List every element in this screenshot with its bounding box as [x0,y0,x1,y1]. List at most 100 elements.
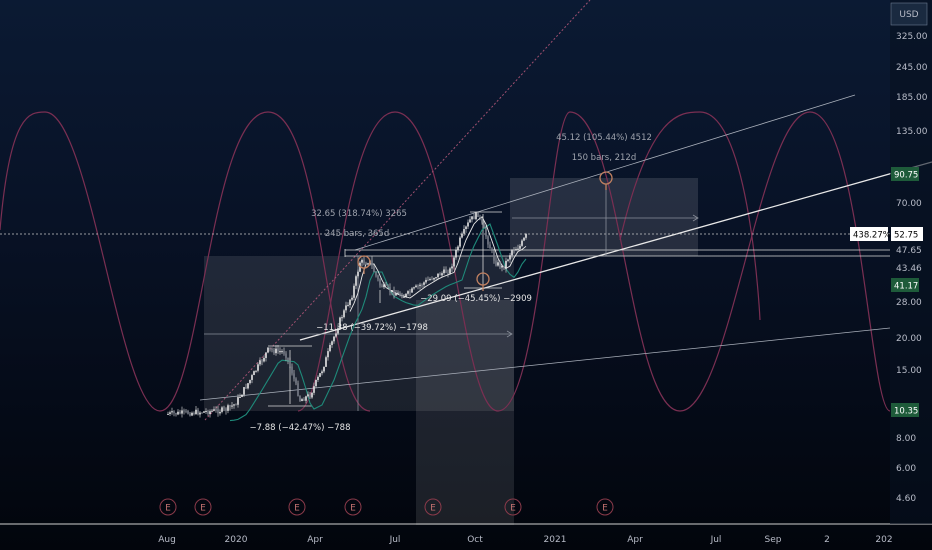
candle-body-52 [271,349,273,351]
candle-body-15 [197,409,199,415]
candle-body-144 [455,250,457,258]
candle-body-89 [345,305,347,311]
candle-body-76 [319,373,321,377]
candle-body-151 [469,219,471,223]
currency-label: USD [899,10,918,20]
sine-wave-1 [159,111,371,412]
candle-body-87 [341,317,343,319]
candle-body-157 [481,217,483,223]
candle-body-33 [233,404,235,406]
y-tick-43-46: 43.46 [896,264,922,274]
candle-body-36 [239,396,241,398]
bulb-marker-1[interactable] [357,255,371,274]
sine-wave-0 [0,111,161,412]
time-axis[interactable]: Aug 2020 Apr Jul Oct 2021 Apr Jul Sep 2 … [158,535,892,545]
candle-body-21 [209,411,211,415]
candle-body-7 [181,410,183,414]
event-marker-1[interactable]: E [159,498,177,516]
annotation-minus-7-88: −7.88 (−42.47%) −788 [250,423,351,433]
candle-body-100 [367,264,369,266]
price-badge-41-17: 41.17 [891,278,919,292]
candle-body-120 [407,291,409,294]
candle-body-118 [403,296,405,298]
candle-body-66 [299,395,301,402]
annotation-minus-11-38: −11.38 (−39.72%) −1798 [316,323,428,333]
candle-body-61 [289,360,291,367]
price-badge-52-75: 52.75 [891,227,923,241]
candle-body-48 [263,357,265,362]
currency-badge[interactable] [890,2,928,26]
candle-body-6 [179,411,181,414]
event-marker-7[interactable]: E [596,498,614,516]
candle-body-105 [377,275,379,280]
candle-body-166 [499,262,501,268]
candle-body-107 [381,285,383,288]
candle-body-51 [269,347,271,350]
y-tick-185: 185.00 [896,93,928,103]
event-marker-2[interactable]: E [194,498,212,516]
candle-body-34 [235,404,237,406]
candle-body-31 [229,405,231,407]
candle-body-160 [487,236,489,245]
candle-body-137 [441,273,443,276]
candle-body-50 [267,347,269,353]
candle-body-174 [515,249,517,251]
event-marker-4[interactable]: E [344,498,362,516]
candle-body-0 [167,413,169,415]
candle-body-3 [173,411,175,414]
event-marker-6[interactable]: E [504,498,522,516]
y-tick-47-65: 47.65 [896,246,922,256]
x-tick-oct: Oct [467,535,483,545]
candle-body-30 [227,405,229,411]
candle-body-108 [383,284,385,288]
lower-trend-line [199,327,891,401]
candle-body-135 [437,273,439,278]
candle-body-25 [217,409,219,414]
svg-text:E: E [430,504,436,514]
candle-body-165 [497,262,499,266]
event-marker-5[interactable]: E [424,498,442,516]
candle-body-13 [193,412,195,415]
price-axis[interactable]: USD 325.00 245.00 185.00 135.00 70.00 47… [890,0,932,524]
candle-body-69 [305,396,307,401]
candle-body-97 [361,259,363,263]
candle-body-16 [199,412,201,415]
price-badge-90-75: 90.75 [891,167,919,181]
candle-body-44 [255,370,257,372]
candle-body-2 [171,411,173,413]
svg-text:E: E [165,504,171,514]
candle-body-131 [429,278,431,280]
candle-body-136 [439,273,441,276]
annotation-245-bars: 245 bars, 365d [325,229,389,239]
candle-body-54 [275,348,277,354]
x-tick-2: 2 [824,535,830,545]
svg-text:438.27%: 438.27% [853,231,891,241]
candle-body-39 [245,387,247,389]
candle-body-132 [431,278,433,280]
candle-body-95 [357,271,359,277]
bulb-marker-2[interactable] [476,272,490,291]
candle-body-161 [489,244,491,249]
candle-body-32 [231,405,233,407]
x-tick-aug: Aug [158,535,176,545]
candle-body-1 [169,412,171,414]
annotation-minus-29-09: −29.09 (−45.45%) −2909 [420,294,532,304]
event-marker-3[interactable]: E [288,498,306,516]
candle-body-49 [265,352,267,358]
candle-body-59 [285,353,287,358]
range-box-3 [416,300,514,525]
bulb-marker-3[interactable] [599,171,613,190]
candle-body-58 [283,351,285,354]
candle-body-11 [189,413,191,416]
candle-body-77 [321,371,323,374]
annotation-45-12: 45.12 (105.44%) 4512 [556,133,652,143]
svg-text:41.17: 41.17 [894,282,918,292]
candle-body-74 [315,380,317,387]
candle-body-154 [475,212,477,220]
y-tick-15: 15.00 [896,366,922,376]
candle-body-123 [413,287,415,289]
candle-body-43 [253,371,255,376]
candle-body-98 [363,259,365,264]
